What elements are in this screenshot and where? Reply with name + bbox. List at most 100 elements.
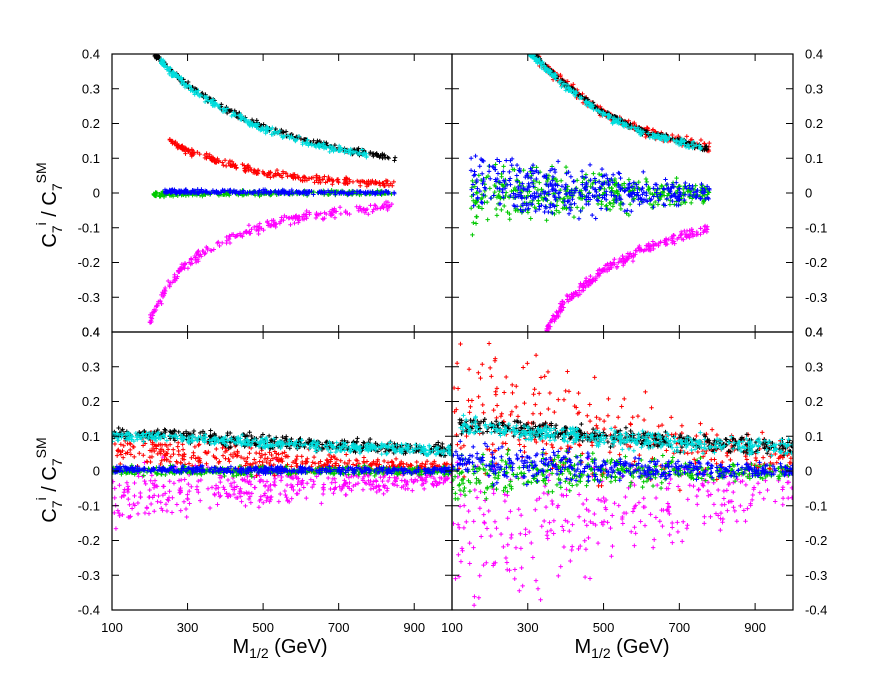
data-point (530, 48, 534, 52)
data-point (300, 454, 304, 458)
data-point (198, 498, 202, 502)
y-tick-label: 0.1 (805, 151, 823, 166)
data-point (515, 173, 519, 177)
data-point (182, 500, 186, 504)
y-tick-label: 0 (805, 186, 812, 201)
data-point (167, 489, 171, 493)
data-point (564, 165, 568, 169)
data-point (620, 254, 624, 258)
data-point (672, 241, 676, 245)
data-point (328, 487, 332, 491)
data-point (243, 504, 247, 508)
data-point (216, 486, 220, 490)
data-point (625, 208, 629, 212)
data-point (311, 460, 315, 464)
data-point (674, 176, 678, 180)
data-point (368, 203, 372, 207)
data-point (179, 508, 183, 512)
data-point (177, 478, 181, 482)
data-point (178, 460, 182, 464)
data-point (215, 502, 219, 506)
data-point (149, 502, 153, 506)
data-point (526, 46, 530, 50)
data-point (698, 226, 702, 230)
data-point (117, 483, 121, 487)
data-point (499, 208, 503, 212)
data-point (529, 46, 533, 50)
data-point (228, 241, 232, 245)
data-point (145, 460, 149, 464)
data-point (380, 479, 384, 483)
data-point (220, 241, 224, 245)
data-point (674, 180, 678, 184)
data-point (663, 177, 667, 181)
y-tick-label: 0.2 (82, 116, 100, 131)
data-point (526, 47, 530, 51)
data-point (169, 455, 173, 459)
data-point (289, 464, 293, 468)
data-point (312, 455, 316, 459)
data-point (618, 176, 622, 180)
data-point (224, 164, 228, 168)
data-point (530, 47, 534, 51)
data-point (238, 487, 242, 491)
data-point (128, 448, 132, 452)
y-tick-label: -0.1 (78, 220, 100, 235)
data-point (534, 49, 538, 53)
data-point (181, 447, 185, 451)
data-point (526, 48, 530, 52)
data-point (283, 489, 287, 493)
data-point (145, 505, 149, 509)
data-point (263, 484, 267, 488)
data-point (218, 480, 222, 484)
data-point (529, 48, 533, 52)
data-point (295, 454, 299, 458)
data-point (358, 184, 362, 188)
data-point (529, 216, 533, 220)
data-point (609, 186, 613, 190)
data-point (256, 232, 260, 236)
data-point (526, 49, 530, 53)
data-point (254, 451, 258, 455)
data-point (526, 42, 530, 46)
data-point (184, 515, 188, 519)
series-4 (151, 50, 397, 163)
data-point (289, 496, 293, 500)
data-point (479, 200, 483, 204)
y-tick-label: -0.2 (78, 255, 100, 270)
data-point (186, 266, 190, 270)
data-point (187, 461, 191, 465)
panel-top-right: 0.40.30.20.10-0.1-0.2-0.30.4 (452, 40, 827, 339)
panels: 0.40.30.20.10-0.1-0.2-0.30.40.40.30.20.1… (78, 40, 828, 635)
data-point (611, 173, 615, 177)
data-point (175, 502, 179, 506)
data-point (469, 206, 473, 210)
data-point (338, 205, 342, 209)
y-tick-label: -0.2 (805, 255, 827, 270)
data-point (395, 483, 399, 487)
data-point (532, 49, 536, 53)
data-point (422, 487, 426, 491)
data-point (218, 494, 222, 498)
data-point (288, 223, 292, 227)
data-point (526, 48, 530, 52)
data-point (527, 49, 531, 53)
data-point (546, 210, 550, 214)
data-point (644, 182, 648, 186)
data-point (176, 444, 180, 448)
data-point (156, 494, 160, 498)
series-1 (526, 40, 712, 153)
data-point (130, 506, 134, 510)
data-point (527, 45, 531, 49)
data-point (138, 495, 142, 499)
data-point (143, 511, 147, 515)
data-point (283, 493, 287, 497)
data-point (542, 210, 546, 214)
series-5 (526, 46, 703, 151)
data-point (528, 47, 532, 51)
data-point (333, 216, 337, 220)
data-point (559, 179, 563, 183)
data-point (619, 207, 623, 211)
data-point (410, 488, 414, 492)
data-point (682, 229, 686, 233)
